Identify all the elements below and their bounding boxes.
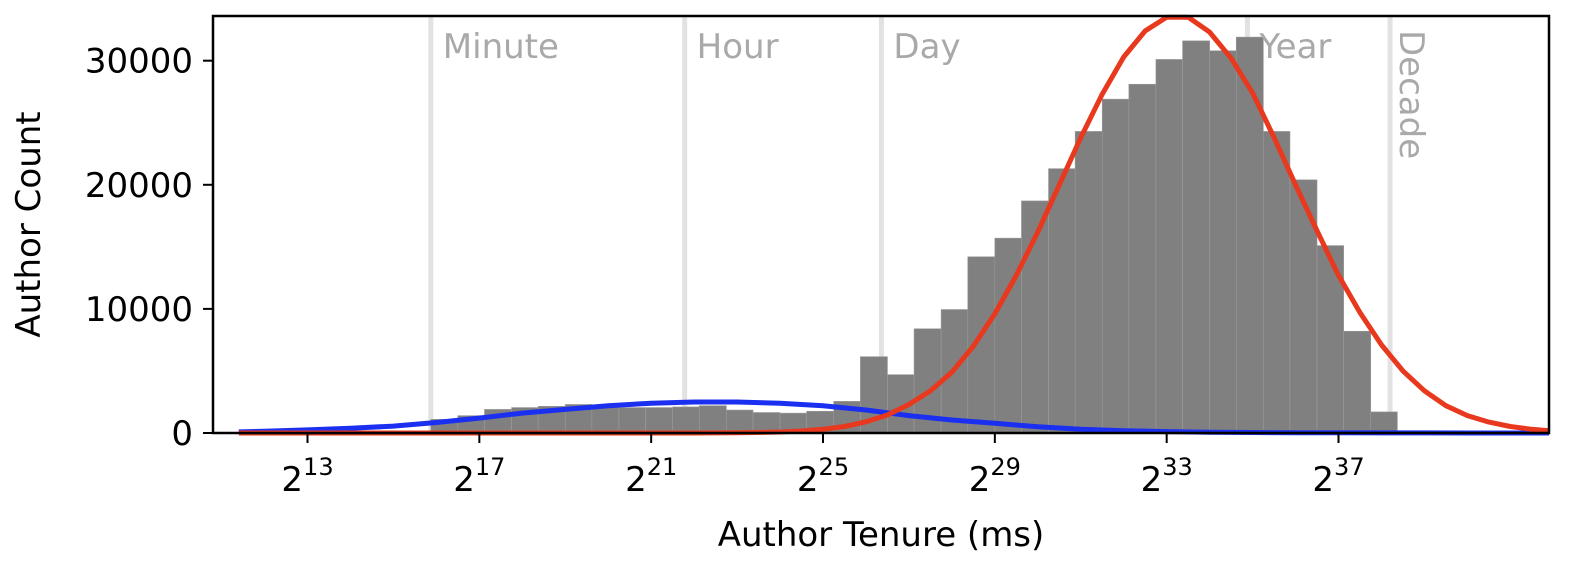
histogram-bar [726,409,754,434]
x-tick-base: 2 [1141,460,1163,500]
y-tick-label: 10000 [85,290,193,330]
y-axis-title: Author Count [9,111,49,337]
x-tick-label: 221 [625,453,677,500]
x-tick-exponent: 37 [1334,453,1365,481]
x-tick-label: 229 [969,453,1021,500]
x-tick-base: 2 [625,460,647,500]
x-tick-label: 233 [1141,453,1193,500]
y-tick-label: 30000 [85,42,193,82]
x-tick-exponent: 17 [475,453,506,481]
x-tick-base: 2 [969,460,991,500]
reference-labels: Minute Hour Day Year Decade [443,27,1431,159]
histogram-bar [618,407,646,434]
x-tick-label: 217 [453,453,505,500]
reference-label-day: Day [893,27,960,67]
histogram-bar [1209,50,1237,434]
x-tick-exponent: 21 [647,453,678,481]
reference-label-year: Year [1258,27,1331,67]
x-tick-base: 2 [453,460,475,500]
histogram-bar [1370,411,1398,434]
histogram-bar [1182,40,1210,434]
x-tick-exponent: 25 [819,453,850,481]
x-tick-label: 225 [797,453,849,500]
histogram-bar [1235,36,1264,434]
y-tick-label: 0 [171,414,193,454]
x-tick-label: 237 [1312,453,1364,500]
x-tick-exponent: 13 [303,453,334,481]
histogram-bar [1155,59,1183,434]
y-tick-label: 20000 [85,166,193,206]
x-tick-base: 2 [281,460,303,500]
histogram-bar [1263,131,1291,434]
x-tick-label: 213 [281,453,333,500]
plot-frame [211,14,1551,435]
histogram-bar [1048,168,1076,434]
x-tick-exponent: 33 [1162,453,1193,481]
x-axis-ticks: 213 217 221 225 229 233 237 [281,433,1365,500]
reference-label-decade: Decade [1391,30,1431,159]
histogram-bar [1101,98,1130,434]
histogram-bar [672,406,700,434]
histogram-bar [1343,330,1372,434]
reference-label-hour: Hour [697,27,779,67]
histogram-bar [1128,83,1157,434]
histogram-bar [1074,131,1103,434]
x-axis-title: Author Tenure (ms) [718,515,1045,555]
x-tick-base: 2 [1312,460,1334,500]
x-tick-exponent: 29 [990,453,1021,481]
x-tick-base: 2 [797,460,819,500]
y-axis-ticks: 0 10000 20000 30000 [85,42,213,454]
histogram-bar [698,405,727,434]
reference-label-minute: Minute [443,27,559,67]
histogram-bar [645,407,673,434]
red-fit-curve [238,14,1550,436]
